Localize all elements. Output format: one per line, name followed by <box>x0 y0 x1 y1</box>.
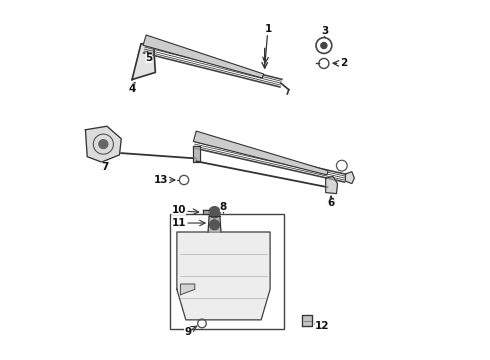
Text: 9: 9 <box>184 327 191 337</box>
Text: 4: 4 <box>128 84 136 94</box>
Text: 1: 1 <box>265 24 272 35</box>
Polygon shape <box>326 176 338 194</box>
Polygon shape <box>302 315 313 326</box>
Polygon shape <box>143 35 264 78</box>
Polygon shape <box>208 216 221 232</box>
Polygon shape <box>180 284 195 295</box>
Text: 11: 11 <box>172 218 186 228</box>
Text: 10: 10 <box>172 206 186 216</box>
Text: 8: 8 <box>220 202 227 212</box>
Circle shape <box>212 223 217 227</box>
Polygon shape <box>194 131 328 175</box>
Polygon shape <box>203 210 210 215</box>
Circle shape <box>321 42 327 49</box>
Circle shape <box>209 207 221 218</box>
Polygon shape <box>177 232 270 320</box>
Text: 12: 12 <box>315 321 329 331</box>
Polygon shape <box>132 44 155 80</box>
Text: 5: 5 <box>145 53 152 63</box>
Text: 3: 3 <box>321 26 328 36</box>
Circle shape <box>98 139 108 149</box>
Circle shape <box>210 220 220 230</box>
Polygon shape <box>193 146 200 162</box>
Bar <box>170 214 285 329</box>
Polygon shape <box>85 126 122 162</box>
Text: 2: 2 <box>340 58 347 68</box>
Polygon shape <box>345 172 354 184</box>
Text: 6: 6 <box>327 198 335 208</box>
Text: 7: 7 <box>101 162 109 172</box>
Text: 13: 13 <box>153 175 168 185</box>
